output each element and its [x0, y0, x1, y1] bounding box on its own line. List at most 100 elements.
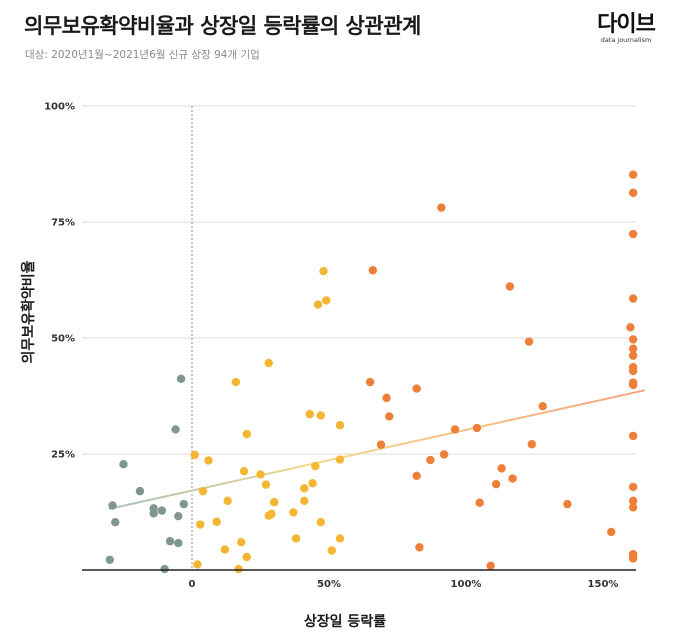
data-point	[149, 509, 158, 518]
data-point	[234, 564, 243, 574]
data-point	[412, 384, 421, 393]
y-tick-label: 75%	[51, 218, 75, 229]
data-point	[316, 411, 325, 420]
data-point	[437, 203, 446, 212]
data-point	[628, 363, 638, 372]
data-point	[264, 358, 273, 368]
data-point	[491, 479, 501, 489]
data-point	[538, 402, 547, 411]
data-point	[472, 423, 482, 433]
data-point	[305, 409, 315, 419]
data-point	[505, 282, 515, 291]
data-point	[242, 429, 251, 439]
logo-wordmark: 다이브	[597, 11, 656, 37]
chart-title: 의무보유확약비율과 상장일 등락률의 상관관계	[24, 14, 421, 38]
data-point	[316, 518, 325, 527]
data-point	[179, 499, 188, 509]
data-point	[607, 527, 616, 537]
y-tick-labels: 25% 50% 75% 100%	[44, 102, 75, 461]
data-point	[204, 456, 213, 465]
data-point	[174, 511, 183, 521]
data-point	[300, 496, 309, 506]
data-point	[475, 498, 484, 507]
data-point	[368, 266, 378, 275]
data-point	[212, 517, 221, 526]
data-point	[412, 471, 421, 481]
data-point	[171, 425, 180, 434]
trend-line-segment	[108, 389, 646, 510]
data-point	[628, 335, 638, 344]
data-point	[270, 498, 279, 507]
trend-line	[108, 389, 646, 510]
data-point	[628, 496, 638, 506]
data-point	[527, 440, 536, 449]
x-tick-label: 100%	[451, 579, 482, 590]
data-points	[105, 170, 638, 574]
data-point	[231, 377, 241, 387]
data-point	[628, 554, 638, 563]
data-point	[308, 479, 317, 488]
x-tick-labels: 0 50% 100% 150%	[189, 579, 619, 590]
data-point	[220, 545, 230, 554]
y-tick-label: 25%	[51, 450, 75, 461]
data-point	[626, 323, 635, 332]
x-axis-title: 상장일 등락률	[304, 613, 386, 630]
data-point	[628, 503, 638, 512]
data-point	[111, 518, 120, 527]
data-point	[628, 344, 638, 353]
data-point	[335, 421, 345, 430]
data-point	[628, 431, 638, 441]
data-point	[327, 546, 336, 555]
data-point	[524, 337, 534, 346]
data-point	[508, 474, 517, 483]
data-point	[319, 266, 328, 276]
data-point	[261, 480, 271, 489]
logo-tagline: data journalism	[600, 36, 652, 44]
data-point	[190, 450, 199, 460]
chart-subtitle: 대상: 2020년1월~2021년6월 신규 상장 94개 기업	[25, 49, 260, 61]
data-point	[415, 543, 424, 552]
data-point	[108, 501, 117, 510]
data-point	[193, 560, 202, 569]
data-point	[160, 564, 169, 574]
data-point	[237, 537, 246, 547]
data-point	[165, 537, 175, 546]
data-point	[322, 296, 331, 305]
data-point	[289, 508, 298, 517]
y-tick-label: 100%	[44, 102, 75, 113]
data-point	[291, 534, 301, 543]
data-point	[497, 464, 506, 473]
data-point	[335, 534, 345, 543]
data-point	[376, 440, 386, 449]
data-point	[628, 229, 638, 239]
data-point	[628, 378, 638, 387]
y-tick-label: 50%	[51, 334, 75, 345]
data-point	[239, 466, 249, 476]
data-point	[242, 552, 251, 562]
data-point	[135, 486, 145, 496]
data-point	[563, 499, 572, 509]
data-point	[439, 450, 449, 459]
data-point	[382, 393, 391, 403]
data-point	[365, 377, 375, 387]
data-point	[105, 555, 115, 564]
brand-logo: 다이브 data journalism	[590, 12, 662, 44]
data-point	[176, 374, 186, 384]
data-point	[335, 455, 345, 464]
data-point	[628, 351, 638, 360]
x-tick-label: 50%	[317, 579, 341, 590]
data-point	[196, 520, 205, 529]
data-point	[311, 461, 320, 471]
data-point	[267, 509, 276, 519]
x-tick-label: 150%	[588, 579, 619, 590]
data-point	[157, 506, 167, 515]
data-point	[300, 484, 309, 493]
data-point	[313, 300, 323, 309]
data-point	[223, 496, 232, 506]
data-point	[628, 170, 638, 179]
data-point	[256, 470, 265, 479]
data-point	[628, 188, 638, 197]
data-point	[198, 486, 208, 496]
data-point	[385, 412, 394, 421]
